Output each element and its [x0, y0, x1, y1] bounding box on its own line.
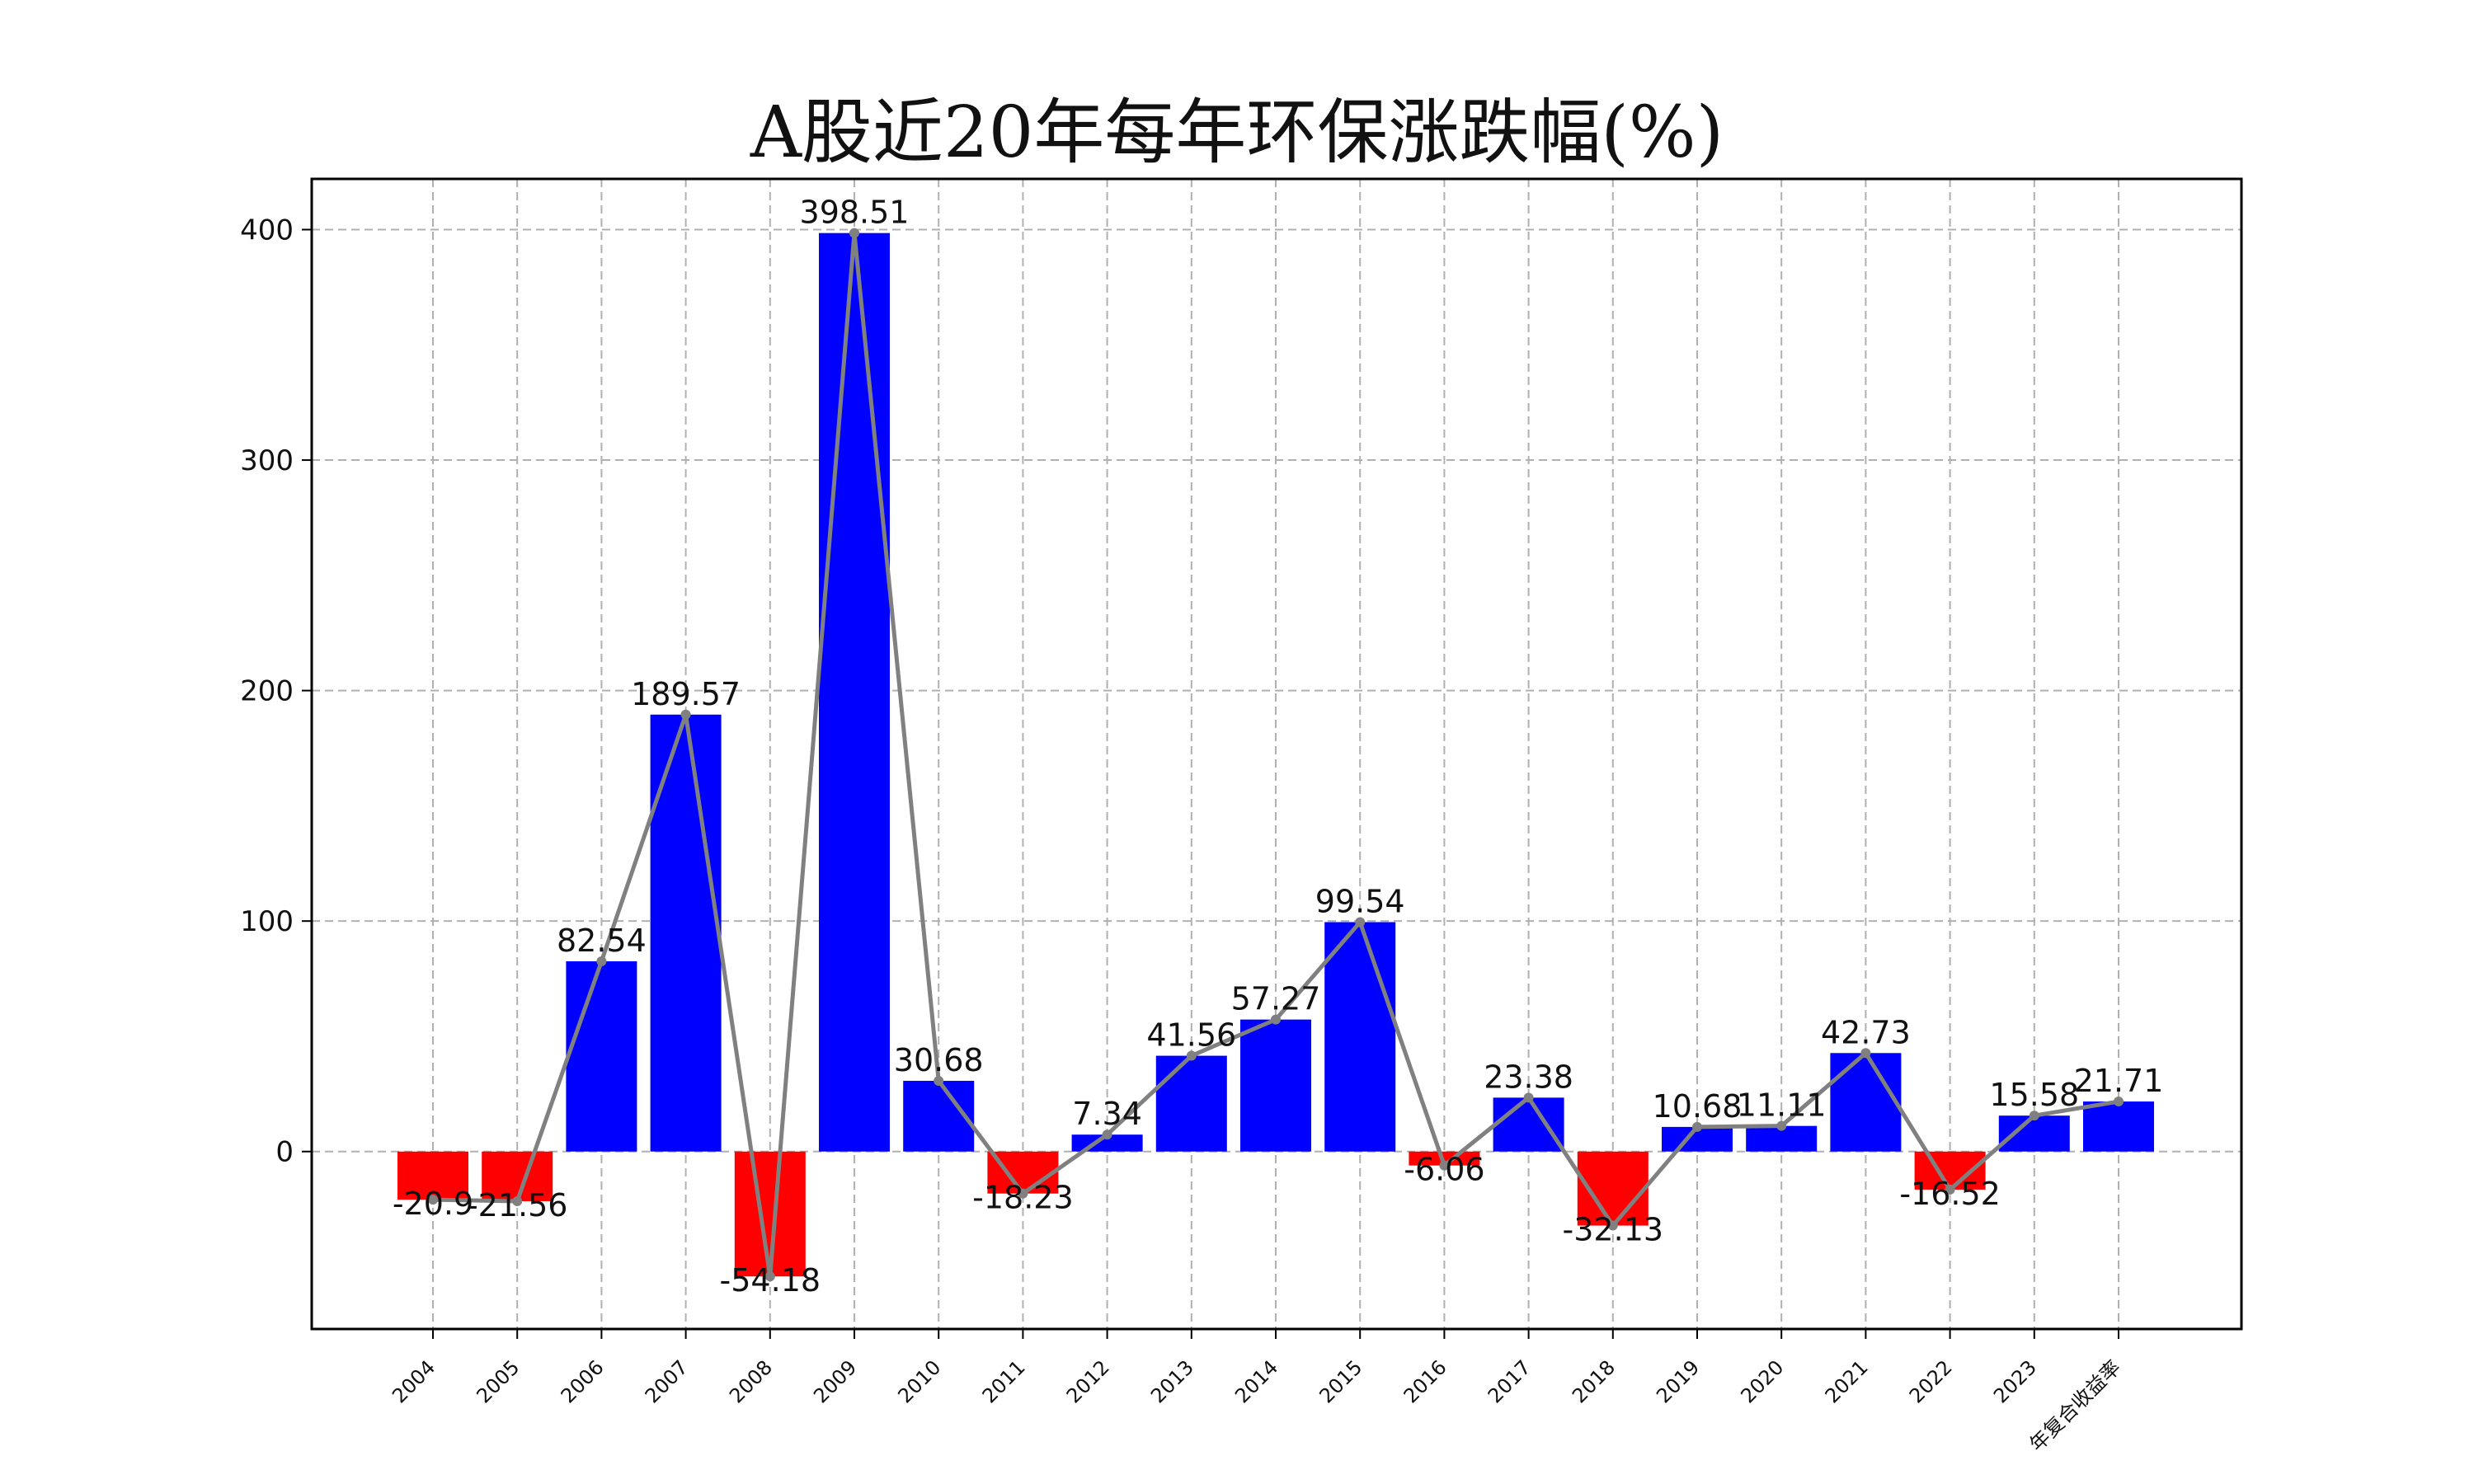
x-tick-label: 2004	[388, 1355, 440, 1407]
x-tick-label: 2010	[893, 1355, 945, 1407]
trend-point	[1523, 1092, 1534, 1103]
data-label: 57.27	[1231, 981, 1321, 1017]
bar	[1409, 1151, 1480, 1166]
x-tick-label: 2008	[725, 1355, 777, 1407]
data-label: 30.68	[894, 1042, 984, 1078]
trend-point	[1860, 1048, 1871, 1059]
x-tick-label: 2023	[1989, 1355, 2041, 1407]
data-label: 41.56	[1146, 1017, 1236, 1054]
bar	[2083, 1101, 2154, 1152]
trend-point	[428, 1195, 438, 1205]
x-tick-label: 2014	[1230, 1355, 1282, 1407]
data-label: 398.51	[800, 195, 910, 231]
data-label: -6.06	[1404, 1152, 1484, 1188]
data-label: 10.68	[1653, 1088, 1743, 1125]
data-label: -54.18	[720, 1262, 821, 1298]
x-tick-label: 2020	[1736, 1355, 1788, 1407]
trend-point	[1102, 1129, 1112, 1140]
data-labels: -20.9-21.56 82.54 189.57 -54.18 398.51 30.68 -…	[393, 195, 2164, 1299]
trend-point	[596, 956, 607, 966]
data-label: -18.23	[972, 1180, 1074, 1216]
x-tick-label: 2005	[472, 1355, 524, 1407]
x-tick-label: 2009	[809, 1355, 861, 1407]
data-label: -32.13	[1563, 1212, 1664, 1248]
data-label: 15.58	[1989, 1077, 2079, 1113]
x-tick-label: 2022	[1905, 1355, 1957, 1407]
x-axis-ticks: 2004 2005 2006 2007 2008 2009 2010 2011 2012 2013…	[388, 1329, 2125, 1456]
trend-point	[934, 1075, 944, 1086]
bar	[482, 1151, 553, 1202]
x-tick-label: 2021	[1821, 1355, 1873, 1407]
data-label: -20.9	[393, 1186, 473, 1222]
bars	[397, 232, 2154, 1277]
bar	[1998, 1115, 2070, 1152]
x-tick-label: 2013	[1146, 1355, 1198, 1407]
data-label: 42.73	[1821, 1014, 1911, 1050]
bar	[566, 960, 637, 1152]
data-label: 189.57	[631, 676, 741, 712]
trend-point	[2029, 1111, 2039, 1121]
trend-point	[1186, 1050, 1197, 1061]
data-label: -16.52	[1899, 1176, 2001, 1212]
data-label: 82.54	[557, 923, 647, 959]
bar	[1830, 1053, 1902, 1152]
trend-point	[764, 1271, 775, 1282]
y-axis-ticks: 0 100 200 300 400	[240, 214, 312, 1169]
y-tick-label: 0	[275, 1136, 294, 1169]
x-tick-label: 2007	[641, 1355, 693, 1407]
bar	[819, 232, 890, 1152]
data-label: 11.11	[1737, 1087, 1827, 1124]
x-tick-label: 2018	[1568, 1355, 1620, 1407]
trend-point	[512, 1196, 523, 1207]
bar	[1324, 922, 1396, 1152]
bar	[1493, 1097, 1564, 1152]
data-label: 7.34	[1072, 1096, 1142, 1132]
data-label: 99.54	[1315, 883, 1405, 919]
x-tick-label: 年复合收益率	[2025, 1355, 2126, 1456]
plot-area-frame	[310, 177, 2243, 1331]
data-label: -21.56	[467, 1187, 568, 1223]
y-tick-label: 300	[240, 444, 294, 477]
x-tick-label: 2019	[1652, 1355, 1704, 1407]
trend-point	[1355, 917, 1366, 928]
trend-point	[1776, 1120, 1787, 1131]
x-tick-label: 2017	[1484, 1355, 1536, 1407]
x-tick-label: 2016	[1399, 1355, 1451, 1407]
trend-point	[849, 228, 859, 238]
bar	[1155, 1055, 1227, 1152]
x-tick-label: 2011	[978, 1355, 1030, 1407]
x-tick-label: 2012	[1062, 1355, 1114, 1407]
x-tick-label: 2006	[557, 1355, 609, 1407]
y-tick-label: 400	[240, 214, 294, 247]
bar	[903, 1080, 975, 1152]
y-tick-label: 200	[240, 675, 294, 708]
trend-point	[1439, 1160, 1450, 1171]
bar	[1240, 1019, 1311, 1152]
trend-point	[1271, 1014, 1281, 1025]
trend-point	[1607, 1220, 1618, 1231]
trend-line	[428, 228, 2124, 1282]
bar	[650, 714, 722, 1152]
trend-point	[2114, 1097, 2124, 1107]
trend-point	[1692, 1121, 1702, 1132]
chart-title: A股近20年每年环保涨跌幅(%)	[750, 92, 1724, 174]
grid	[312, 179, 2241, 1329]
trend-point	[1018, 1188, 1028, 1199]
data-label: 21.71	[2074, 1063, 2164, 1099]
trend-point	[680, 709, 691, 720]
bar	[397, 1151, 468, 1200]
data-label: 23.38	[1484, 1059, 1573, 1095]
trend-point	[1945, 1184, 1955, 1195]
y-tick-label: 100	[240, 905, 294, 938]
x-tick-label: 2015	[1315, 1355, 1366, 1407]
